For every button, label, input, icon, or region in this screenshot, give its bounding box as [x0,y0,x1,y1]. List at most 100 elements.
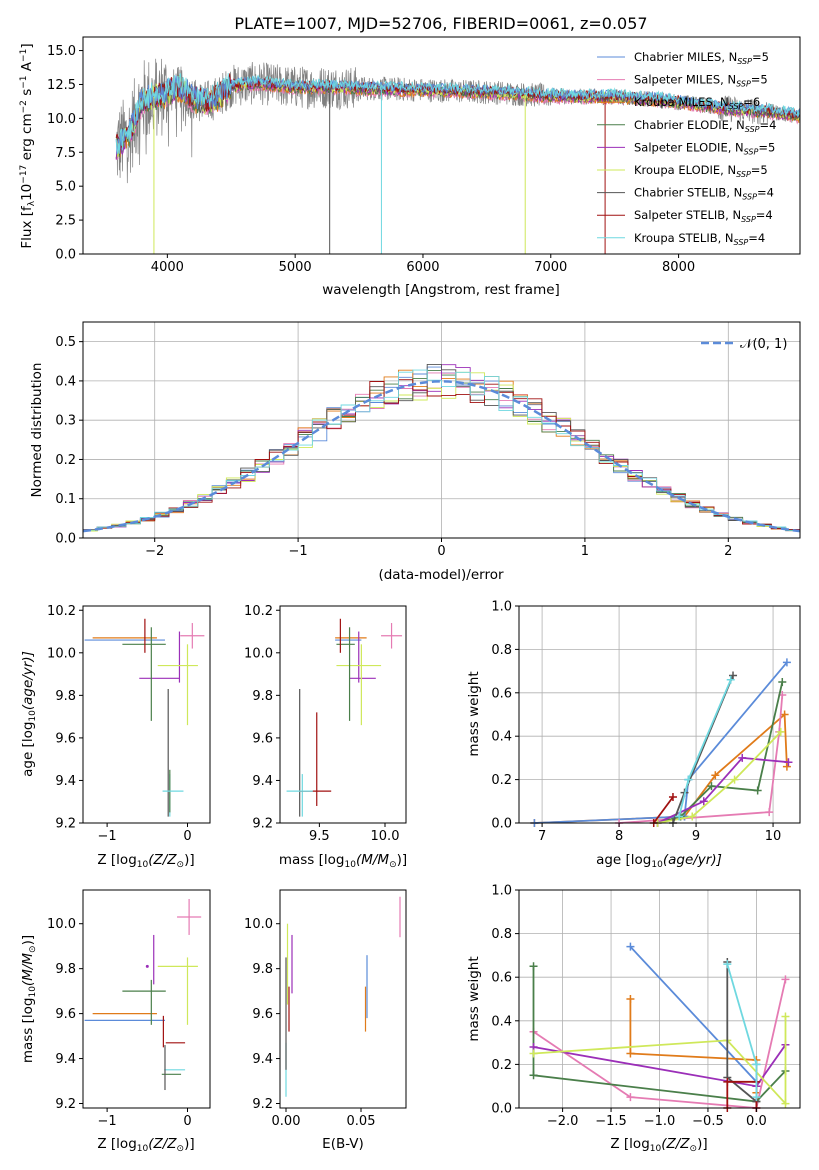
series-marker [723,960,732,969]
age-vs-mass-ytick-label: 10.0 [244,646,273,661]
legend-label: Kroupa STELIB, NSSP=4 [634,231,765,247]
massweight-vs-age-xtick-label: 7 [538,829,546,844]
age-vs-z-axes-frame [82,605,211,824]
series-marker [711,771,720,780]
residual-histogram-panel: −2 −1 0 1 2 0.0 0.1 0.2 0.3 0.4 0.5 (data-model)/e… [29,321,801,583]
age-vs-z-ytick-label: 9.8 [55,689,76,704]
age-vs-mass-ytick-label: 9.4 [252,774,273,789]
massweight-vs-age-ylabel: mass weight [466,671,482,756]
age-vs-mass-panel: 9.5 10.0 9.2 9.4 9.6 9.8 10.0 10.2 mass [log10(… [244,604,407,870]
age-vs-z-xlabel: Z [log10(Z/Z⊙)] [97,852,194,870]
mass-vs-z-xlabel: Z [log10(Z/Z⊙)] [97,1136,194,1154]
spectrum-xtick-label: 7000 [534,260,567,275]
massweight-vs-z-ytick-label: 0.0 [491,1102,512,1117]
residual-ytick-label: 0.4 [55,374,76,389]
series-marker [781,1012,790,1021]
series-marker [781,975,790,984]
series-line [532,979,787,1109]
series-marker [752,1060,761,1069]
series-marker [780,710,789,719]
mass-vs-metallicity-panel: −1 0 9.2 9.4 9.6 9.8 10.0 Z [log10(Z/Z⊙)] mass… [20,889,211,1154]
mass-vs-z-axes-frame [82,889,211,1109]
legend-label: Salpeter STELIB, NSSP=4 [634,208,773,224]
histogram-step [83,369,800,538]
spectrum-ytick-label: 5.0 [55,180,76,195]
series-marker [776,727,785,736]
series-line [652,796,674,824]
normal-legend-label: 𝒩(0, 1) [740,337,787,352]
massweight-vs-age-xtick-label: 8 [615,829,623,844]
series-marker [699,797,708,806]
massweight-vs-z-xtick-label: −2.0 [547,1114,579,1129]
mass-vs-ebv-axes-frame [279,889,407,1109]
series-marker [688,812,697,821]
massweight-vs-metallicity-panel: −2.0 −1.5 −1.0 −0.5 0.0 0.0 0.2 0.4 0.6 0.8 1.0 Z … [466,884,801,1154]
massweight-vs-z-ytick-label: 0.8 [491,927,512,942]
series-line [534,661,788,824]
spectrum-title: PLATE=1007, MJD=52706, FIBERID=0061, z=0… [234,14,647,33]
legend-label: Kroupa MILES, NSSP=6 [634,95,760,111]
series-marker [778,677,787,686]
spectrum-xtick-label: 6000 [406,260,439,275]
massweight-vs-age-panel: 7 8 9 10 0.0 0.2 0.4 0.6 0.8 1.0 age [log10(age/y… [466,600,801,870]
massweight-vs-age-ytick-label: 0.4 [491,730,512,745]
series-marker [668,792,677,801]
legend-label: Chabrier MILES, NSSP=5 [634,50,769,66]
massweight-vs-age-ytick-label: 1.0 [491,600,512,615]
residual-ytick-label: 0.1 [55,492,76,507]
mass-vs-ebv-xlabel: E(B-V) [322,1136,364,1152]
massweight-vs-z-xtick-label: −0.5 [692,1114,724,1129]
age-vs-mass-ytick-label: 9.8 [252,689,273,704]
age-vs-z-ytick-label: 9.2 [55,817,76,832]
mass-vs-z-ytick-label: 10.0 [47,917,76,932]
series-line [619,694,784,824]
age-vs-z-xtick-label: −1 [98,829,117,844]
massweight-vs-age-ytick-label: 0.6 [491,686,512,701]
series-marker [726,675,735,684]
series-marker [626,995,635,1003]
massweight-vs-z-xtick-label: −1.0 [644,1114,676,1129]
series-marker [729,671,738,680]
mass-vs-ebv-ytick-label: 9.8 [252,962,273,977]
residual-xtick-label: 0 [437,544,445,559]
series-marker [752,1093,761,1102]
normal-curve [83,380,800,533]
series-marker [626,942,635,951]
residual-xtick-label: −2 [145,544,164,559]
mass-vs-ebv-ytick-label: 9.2 [252,1097,273,1112]
series-marker [626,1093,635,1102]
massweight-vs-age-ytick-label: 0.8 [491,643,512,658]
mass-vs-ebv-ytick-label: 9.4 [252,1052,273,1067]
legend-label: Chabrier STELIB, NSSP=4 [634,186,774,202]
mass-vs-z-ylabel: mass [log10(M/M⊙)] [20,935,38,1063]
spectrum-ytick-label: 12.5 [47,78,76,93]
series-marker [723,1077,732,1086]
mass-vs-ebv-xtick-label: 0.05 [347,1114,376,1129]
spectrum-xtick-label: 5000 [279,260,312,275]
series-marker [626,1049,635,1058]
series-marker [529,962,538,971]
age-vs-mass-xtick-label: 9.5 [309,829,330,844]
series-marker [753,786,762,795]
massweight-vs-z-xlabel: Z [log10(Z/Z⊙)] [610,1136,707,1154]
mass-vs-ebv-panel: 0.00 0.05 9.2 9.4 9.6 9.8 10.0 E(B-V) [244,889,407,1152]
age-vs-z-ytick-label: 10.0 [47,646,76,661]
age-vs-mass-ytick-label: 9.2 [252,817,273,832]
residual-ytick-label: 0.3 [55,414,76,429]
mass-vs-ebv-ytick-label: 9.6 [252,1007,273,1022]
series-marker [730,775,739,784]
residual-xtick-label: 1 [581,544,589,559]
age-vs-mass-axes-frame [279,605,407,824]
mass-vs-z-xtick-label: 0 [183,1114,191,1129]
model-spectrum-line [115,73,800,150]
series-marker [781,1099,790,1108]
legend-label: Chabrier ELODIE, NSSP=4 [634,118,776,134]
massweight-vs-z-ytick-label: 0.6 [491,971,512,986]
massweight-vs-age-xtick-label: 10 [765,829,782,844]
errorbar-point [145,964,149,968]
series-marker [782,762,791,771]
spectrum-ytick-label: 0.0 [55,248,76,263]
massweight-vs-z-ytick-label: 0.2 [491,1058,512,1073]
age-vs-mass-ytick-label: 10.2 [244,604,273,619]
spectrum-axes-frame [82,36,801,255]
